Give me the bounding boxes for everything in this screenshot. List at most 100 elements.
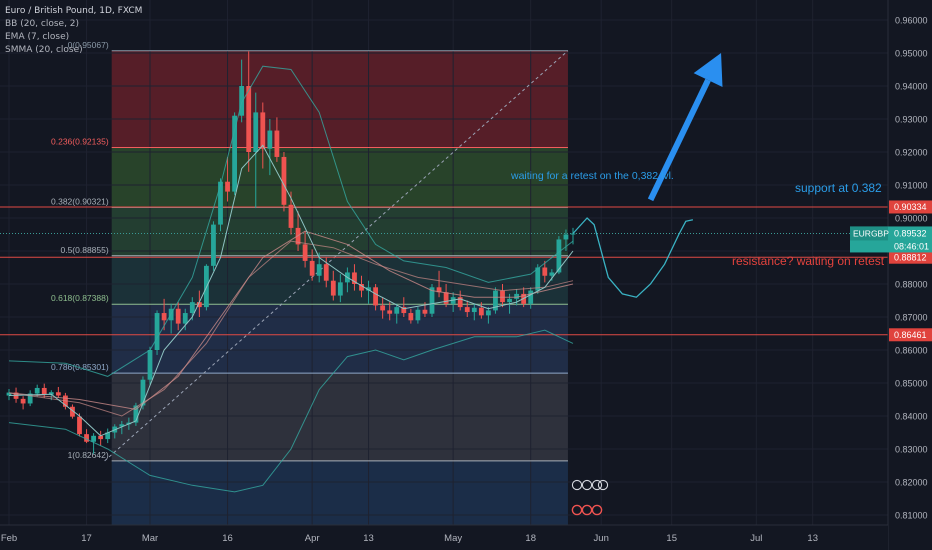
event-marker-icon[interactable] xyxy=(571,504,583,516)
event-marker-icon[interactable] xyxy=(581,504,593,516)
event-marker-icon[interactable] xyxy=(591,504,603,516)
candle[interactable] xyxy=(260,102,266,169)
candle-body xyxy=(528,290,534,304)
candle[interactable] xyxy=(105,428,111,444)
candle[interactable] xyxy=(457,290,463,311)
fib-level-label: 0.5(0.88855) xyxy=(60,245,108,255)
candle[interactable] xyxy=(373,284,378,311)
retest-annotation[interactable]: waiting for a retest on the 0,382 lvl. xyxy=(510,170,674,182)
candle[interactable] xyxy=(415,307,421,324)
event-marker-icon[interactable] xyxy=(597,479,609,491)
candle[interactable] xyxy=(352,264,357,291)
candle-body xyxy=(359,284,364,291)
candle[interactable] xyxy=(394,303,400,324)
candle[interactable] xyxy=(84,429,89,444)
candle-body xyxy=(218,181,223,225)
candle[interactable] xyxy=(77,413,82,437)
candle[interactable] xyxy=(471,303,477,321)
candle-body xyxy=(147,350,153,380)
candle[interactable] xyxy=(478,302,484,319)
candle[interactable] xyxy=(542,260,548,283)
candle-body xyxy=(302,244,308,261)
candle-body xyxy=(246,86,252,152)
candle[interactable] xyxy=(154,310,160,355)
price-tick-label: 0.81000 xyxy=(895,511,928,521)
candle[interactable] xyxy=(500,284,505,308)
candle[interactable] xyxy=(359,275,364,298)
candle[interactable] xyxy=(464,300,470,318)
candle[interactable] xyxy=(70,404,75,419)
candle[interactable] xyxy=(387,302,393,321)
up-arrow-shaft[interactable] xyxy=(647,78,711,202)
candle[interactable] xyxy=(429,284,435,317)
candle[interactable] xyxy=(218,178,223,232)
candle[interactable] xyxy=(253,92,259,209)
candle-body xyxy=(77,416,82,435)
legend-smma[interactable]: SMMA (20, close) xyxy=(5,45,83,55)
candle[interactable] xyxy=(330,270,336,301)
candle[interactable] xyxy=(6,388,12,401)
candle[interactable] xyxy=(147,346,153,385)
candle[interactable] xyxy=(196,290,202,317)
fib-trend-line[interactable] xyxy=(104,50,569,462)
candle[interactable] xyxy=(302,231,308,268)
candle[interactable] xyxy=(486,307,491,324)
candle[interactable] xyxy=(98,430,104,446)
candle[interactable] xyxy=(91,433,96,454)
candle[interactable] xyxy=(563,229,569,251)
candle[interactable] xyxy=(436,270,442,298)
candle[interactable] xyxy=(267,119,273,176)
candle[interactable] xyxy=(225,156,230,202)
candle[interactable] xyxy=(175,302,181,331)
fib-zone xyxy=(111,373,568,461)
candle-body xyxy=(366,287,371,291)
legend-bb[interactable]: BB (20, close, 2) xyxy=(5,19,80,29)
candle[interactable] xyxy=(408,308,414,324)
candle[interactable] xyxy=(246,51,252,172)
candle[interactable] xyxy=(309,249,315,281)
fib-level-label: 1(0.82642) xyxy=(68,450,109,460)
candle[interactable] xyxy=(281,152,287,212)
event-marker-icon[interactable] xyxy=(591,479,603,491)
candle[interactable] xyxy=(55,386,61,398)
candle-body xyxy=(337,282,343,296)
time-tick-label: Mar xyxy=(142,533,158,544)
candle-body xyxy=(189,302,195,314)
candle[interactable] xyxy=(337,274,343,303)
candle[interactable] xyxy=(443,284,449,308)
smma-line xyxy=(8,240,574,417)
projection-path[interactable] xyxy=(572,217,694,298)
up-arrow-head[interactable] xyxy=(693,53,723,87)
candle-body xyxy=(253,112,259,152)
price-tick-label: 0.95000 xyxy=(895,49,928,59)
candle[interactable] xyxy=(211,221,216,271)
candle[interactable] xyxy=(232,112,237,195)
candle[interactable] xyxy=(41,383,47,398)
candle[interactable] xyxy=(182,308,188,331)
event-marker-icon[interactable] xyxy=(571,479,583,491)
candle[interactable] xyxy=(239,59,245,123)
candle-body xyxy=(274,130,280,157)
support-annotation[interactable]: support at 0.382 xyxy=(795,181,882,195)
candle[interactable] xyxy=(274,117,280,162)
symbol-title[interactable]: Euro / British Pound, 1D, FXCM xyxy=(5,6,143,16)
candle[interactable] xyxy=(119,420,125,435)
candle-body xyxy=(464,307,470,313)
resistance-annotation[interactable]: resistance? waiting on retest xyxy=(732,254,885,268)
candle-body xyxy=(225,181,230,192)
candle[interactable] xyxy=(401,297,407,317)
candle[interactable] xyxy=(366,280,371,304)
candle-body xyxy=(429,287,435,314)
candle[interactable] xyxy=(20,396,26,410)
bb-lower-line xyxy=(8,329,574,493)
time-tick-label: Feb xyxy=(1,533,17,544)
candle[interactable] xyxy=(556,236,562,275)
legend-ema[interactable]: EMA (7, close) xyxy=(5,32,70,42)
candle[interactable] xyxy=(27,390,33,407)
candle[interactable] xyxy=(528,287,534,309)
event-marker-icon[interactable] xyxy=(581,479,593,491)
candle[interactable] xyxy=(493,287,498,314)
candle[interactable] xyxy=(380,297,386,319)
